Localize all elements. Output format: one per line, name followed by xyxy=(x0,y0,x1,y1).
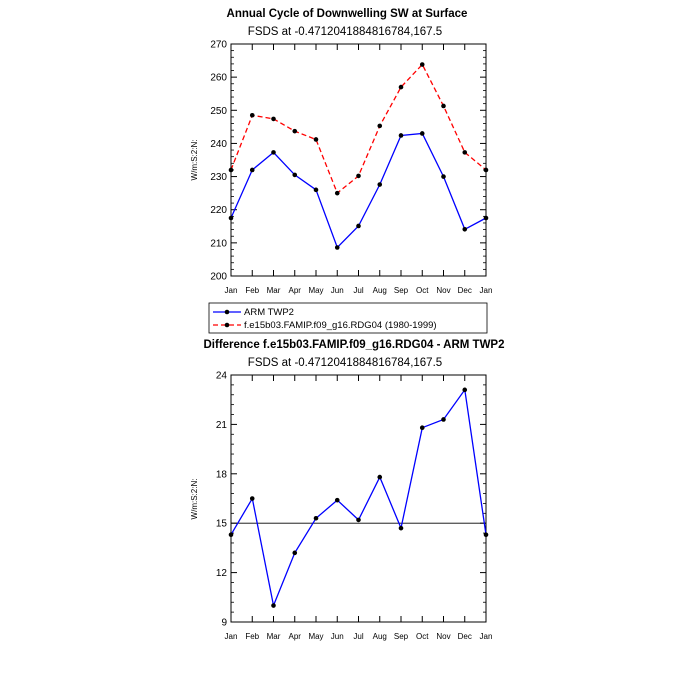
chart1-series-1-point xyxy=(334,245,340,250)
chart2-series-1-point xyxy=(228,532,234,538)
chart1-xtick-label: Dec xyxy=(458,286,472,295)
chart1-series-2-point xyxy=(356,173,361,179)
chart1-series-2-point xyxy=(462,150,468,155)
chart1-ylabel: W/m:S:2:N: xyxy=(190,140,199,181)
chart2-xtick-label: Jul xyxy=(353,632,363,641)
chart1-xtick-label: Jan xyxy=(225,286,238,295)
chart1-xtick-label: Nov xyxy=(436,286,450,295)
chart2-title: Difference f.e15b03.FAMIP.f09_g16.RDG04 … xyxy=(203,339,504,351)
chart1-series-2-point xyxy=(377,123,383,129)
chart1-xtick-label: Mar xyxy=(267,286,281,295)
chart2-series-1-point xyxy=(356,517,361,523)
chart1-series-2-point xyxy=(441,103,446,109)
chart1-xtick-label: Apr xyxy=(289,286,302,295)
chart2-series-1-point xyxy=(249,496,255,501)
chart1-series-1-point xyxy=(419,131,425,136)
chart2-xtick-label: Sep xyxy=(394,632,409,641)
chart1-xtick-label: Feb xyxy=(245,286,259,295)
chart2-xtick-label: Aug xyxy=(373,632,387,641)
chart2-series-1-line xyxy=(230,388,487,608)
chart1-series-1-point xyxy=(271,150,276,155)
chart2-xtick-label: Dec xyxy=(458,632,472,641)
chart2-xtick-label: Jan xyxy=(480,632,493,641)
chart1-series-1-point xyxy=(398,133,404,138)
chart1-xtick-label: Sep xyxy=(394,286,409,295)
chart1-plot-area: 200 210 220 230 240 250 260 270 Jan Feb Mar Apr May J… xyxy=(210,40,492,296)
chart1-legend: ARM TWP2 f.e15b03.FAMIP.f09_g16.RDG04 (1… xyxy=(208,302,488,334)
chart2-xtick-label: Jan xyxy=(225,632,238,641)
chart1-series-1-point xyxy=(292,172,298,178)
chart2-xtick-label: Nov xyxy=(436,632,450,641)
chart1-xtick-label: Jun xyxy=(331,286,344,295)
chart1-series-2-point xyxy=(228,167,234,173)
chart2-subtitle: FSDS at -0.4712041884816784,167.5 xyxy=(248,357,442,369)
chart2-ytick-label: 9 xyxy=(221,618,227,629)
chart1-series-1-point xyxy=(441,174,446,179)
chart2-series-1-point xyxy=(398,525,404,531)
chart1-series-1-point xyxy=(356,223,361,229)
chart2-ytick-label: 21 xyxy=(216,420,228,431)
chart2-ylabel: W/m:S:2:N: xyxy=(190,479,199,520)
chart1-xtick-label: Jul xyxy=(353,286,363,295)
chart1-ytick-label: 270 xyxy=(210,40,227,51)
chart2-xtick-label: May xyxy=(308,632,323,641)
chart2-xtick-label: Oct xyxy=(416,632,429,641)
chart1-series-2-point xyxy=(271,116,276,122)
chart1-title: Annual Cycle of Downwelling SW at Surfac… xyxy=(227,8,468,20)
chart1-series-1-point xyxy=(377,182,383,187)
chart1-series-2-point xyxy=(249,112,255,118)
chart2-series-1-point xyxy=(313,515,319,521)
chart1-subtitle: FSDS at -0.4712041884816784,167.5 xyxy=(248,26,442,38)
legend-box xyxy=(208,302,488,334)
chart2-series-1-point xyxy=(462,387,468,393)
legend-marker-series-1 xyxy=(224,309,230,315)
chart1-xtick-label: May xyxy=(308,286,323,295)
chart1-xtick-label: Aug xyxy=(373,286,387,295)
chart2-plot-area: 9 12 15 18 21 24 Jan Feb Mar Apr May Jun Jul Aug Sep Oc… xyxy=(216,371,493,642)
chart1-series-2-point xyxy=(292,128,298,134)
chart2-xtick-label: Mar xyxy=(267,632,281,641)
chart1-series-2-point xyxy=(334,190,340,196)
chart1-xtick-label: Jan xyxy=(480,286,493,295)
chart1-series-2-point xyxy=(419,62,425,67)
chart2-series-1-point xyxy=(271,603,276,608)
chart1-series-2-point xyxy=(483,167,489,173)
chart1-ytick-label: 240 xyxy=(210,139,227,150)
legend-label-series-1: ARM TWP2 xyxy=(244,307,294,318)
chart2-series-1-point xyxy=(334,497,340,503)
chart2-xtick-label: Feb xyxy=(245,632,259,641)
chart2-series-1-point xyxy=(483,532,489,538)
chart1-frame xyxy=(230,43,487,277)
chart1-ytick-label: 260 xyxy=(210,73,227,84)
chart1-series-1-point xyxy=(462,226,468,232)
chart2-ytick-label: 15 xyxy=(216,519,228,530)
chart1-series-1-point xyxy=(313,187,319,193)
chart1-series-2-point xyxy=(313,137,319,142)
chart1-series-1-line xyxy=(230,132,487,249)
chart1-series-1-point xyxy=(249,167,255,173)
chart1-series-1-point xyxy=(228,215,234,221)
chart2-ytick-label: 18 xyxy=(216,469,228,480)
chart2-xtick-label: Apr xyxy=(289,632,302,641)
chart1-ytick-label: 250 xyxy=(210,106,227,117)
chart2-series-1-point xyxy=(292,550,298,556)
chart1-ytick-label: 210 xyxy=(210,238,227,249)
chart1-ytick-label: 200 xyxy=(210,272,227,283)
chart2-ytick-label: 24 xyxy=(216,371,228,382)
chart1-xtick-label: Oct xyxy=(416,286,429,295)
legend-label-series-2: f.e15b03.FAMIP.f09_g16.RDG04 (1980-1999) xyxy=(244,320,437,331)
chart1-ytick-label: 220 xyxy=(210,205,227,216)
chart1-series-1-point xyxy=(483,215,489,221)
chart2-series-1-point xyxy=(377,474,383,480)
chart2-series-1-point xyxy=(441,417,446,422)
chart1-ytick-label: 230 xyxy=(210,172,227,183)
legend-marker-series-2 xyxy=(224,322,230,328)
chart2-series-1-point xyxy=(419,425,425,430)
chart1-series-2-point xyxy=(398,84,404,90)
chart2-xtick-label: Jun xyxy=(331,632,344,641)
chart2-ytick-label: 12 xyxy=(216,568,228,579)
